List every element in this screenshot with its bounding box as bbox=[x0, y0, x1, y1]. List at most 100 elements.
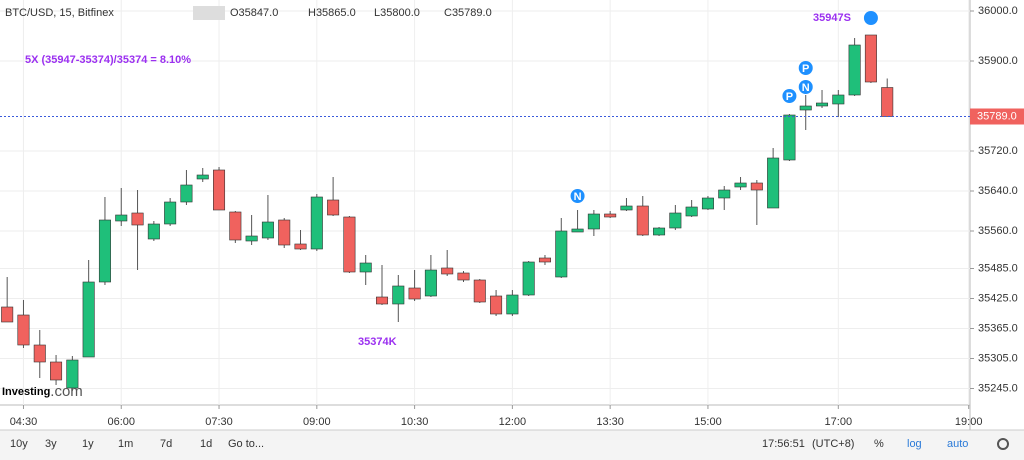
y-tick-label: 35485.0 bbox=[978, 262, 1018, 274]
candle-body bbox=[245, 235, 258, 242]
x-tick-label: 07:30 bbox=[205, 416, 233, 428]
scale-option[interactable]: % bbox=[874, 438, 884, 450]
candle-body bbox=[767, 157, 780, 209]
event-marker bbox=[798, 61, 813, 75]
candle-body bbox=[750, 182, 763, 191]
candle-body bbox=[229, 211, 242, 241]
ohlc-value: C35789.0 bbox=[444, 7, 492, 19]
candle-body bbox=[506, 294, 519, 315]
annotation: 35947S bbox=[813, 12, 851, 24]
y-tick-label: 35245.0 bbox=[978, 382, 1018, 394]
event-marker bbox=[782, 89, 797, 103]
candle-body bbox=[636, 205, 649, 236]
candle-body bbox=[213, 169, 226, 211]
candle-body bbox=[669, 212, 682, 229]
ohlc-value: H35865.0 bbox=[308, 7, 356, 19]
candle-body bbox=[115, 214, 128, 222]
y-tick-label: 35720.0 bbox=[978, 145, 1018, 157]
candle-body bbox=[147, 223, 160, 240]
event-marker bbox=[863, 11, 878, 25]
candle-body bbox=[50, 361, 63, 381]
event-marker-label: N bbox=[802, 82, 810, 94]
x-tick-label: 19:00 bbox=[955, 416, 983, 428]
candle-body bbox=[848, 44, 861, 96]
candle-body bbox=[131, 212, 144, 226]
event-marker-label: N bbox=[574, 191, 582, 203]
candle-body bbox=[66, 359, 79, 389]
x-tick-label: 04:30 bbox=[10, 416, 38, 428]
y-tick-label: 35560.0 bbox=[978, 225, 1018, 237]
settings-icon[interactable] bbox=[997, 438, 1009, 450]
candle-body bbox=[799, 105, 812, 111]
candle-body bbox=[571, 228, 584, 233]
candle-body bbox=[881, 87, 894, 117]
candle-body bbox=[408, 287, 421, 300]
candle-body bbox=[196, 174, 209, 180]
x-tick-label: 06:00 bbox=[107, 416, 135, 428]
range-button[interactable]: 10y bbox=[10, 438, 28, 450]
range-button[interactable]: 1m bbox=[118, 438, 133, 450]
candle-body bbox=[424, 269, 437, 297]
candle-body bbox=[1, 306, 14, 323]
range-button[interactable]: 1d bbox=[200, 438, 212, 450]
event-marker-label: P bbox=[786, 91, 793, 103]
x-tick-label: 10:30 bbox=[401, 416, 429, 428]
logo-suffix: .com bbox=[50, 383, 83, 400]
range-button[interactable]: 3y bbox=[45, 438, 57, 450]
goto-button[interactable]: Go to... bbox=[228, 438, 264, 450]
candle-body bbox=[457, 272, 470, 281]
toolbar-bg bbox=[0, 430, 1024, 460]
clock: 17:56:51 bbox=[762, 438, 805, 450]
candle-body bbox=[522, 261, 535, 296]
candle-body bbox=[359, 262, 372, 273]
range-button[interactable]: 7d bbox=[160, 438, 172, 450]
candle-body bbox=[783, 114, 796, 161]
candle-body bbox=[261, 221, 274, 239]
x-tick-label: 12:00 bbox=[499, 416, 527, 428]
last-price-box bbox=[970, 108, 1024, 125]
last-price-label: 35789.0 bbox=[977, 110, 1017, 122]
candle-body bbox=[82, 281, 95, 358]
y-tick-label: 35305.0 bbox=[978, 352, 1018, 364]
scale-option[interactable]: log bbox=[907, 438, 922, 450]
candle-body bbox=[734, 182, 747, 188]
candle-body bbox=[604, 213, 617, 218]
symbol: BTC/USD, 15, Bitfinex bbox=[5, 7, 114, 19]
candle-body bbox=[620, 205, 633, 211]
range-button[interactable]: 1y bbox=[82, 438, 94, 450]
candle-body bbox=[587, 213, 600, 230]
event-marker-label: P bbox=[802, 63, 809, 75]
y-tick-label: 35640.0 bbox=[978, 185, 1018, 197]
scale-option[interactable]: auto bbox=[947, 438, 968, 450]
candle-body bbox=[392, 285, 405, 305]
candle-body bbox=[294, 243, 307, 250]
candle-body bbox=[375, 296, 389, 305]
candle-body bbox=[816, 102, 829, 107]
ohlc-value: L35800.0 bbox=[374, 7, 420, 19]
candle-body bbox=[180, 184, 193, 203]
candle-body bbox=[832, 94, 845, 105]
candle-body bbox=[327, 199, 340, 216]
ohlc-value: O35847.0 bbox=[230, 7, 278, 19]
annotation: 5X (35947-35374)/35374 = 8.10% bbox=[25, 54, 191, 66]
y-tick-label: 35425.0 bbox=[978, 292, 1018, 304]
candle-body bbox=[17, 314, 30, 346]
timezone[interactable]: (UTC+8) bbox=[812, 438, 854, 450]
annotation: 35374K bbox=[358, 336, 397, 348]
candle-body bbox=[701, 197, 714, 210]
candle-body bbox=[718, 189, 731, 199]
candle-body bbox=[164, 201, 177, 225]
candle-body bbox=[310, 196, 323, 250]
candle-body bbox=[490, 295, 503, 315]
event-marker bbox=[798, 80, 813, 94]
event-marker bbox=[570, 189, 585, 203]
candle-body bbox=[98, 219, 111, 283]
x-tick-label: 13:30 bbox=[596, 416, 624, 428]
candle-body bbox=[343, 216, 356, 273]
candle-body bbox=[653, 227, 666, 236]
y-tick-label: 35900.0 bbox=[978, 55, 1018, 67]
x-tick-label: 15:00 bbox=[694, 416, 722, 428]
candle-body bbox=[864, 34, 877, 83]
y-tick-label: 35365.0 bbox=[978, 322, 1018, 334]
